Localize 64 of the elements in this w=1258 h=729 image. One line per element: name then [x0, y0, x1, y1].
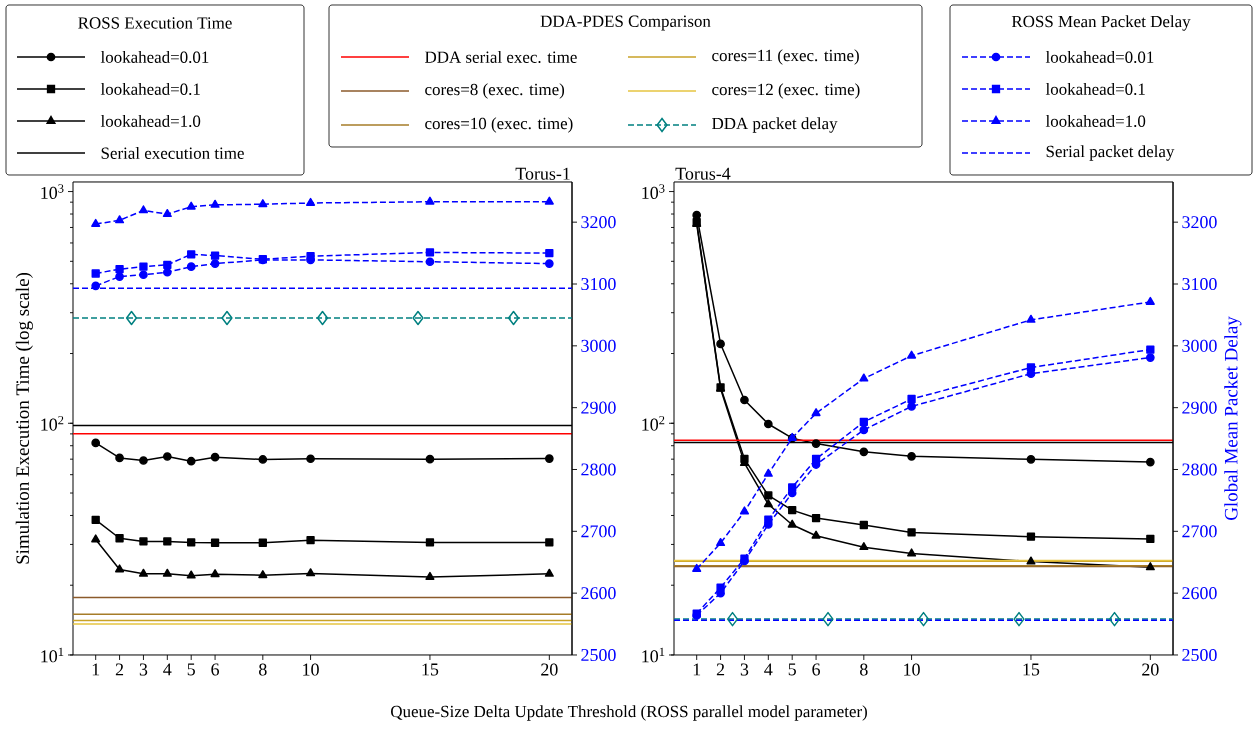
y2-tick-label: 3000: [1182, 339, 1217, 352]
x-tick-label: 20: [1142, 663, 1159, 676]
x-tick-label: 3: [139, 663, 148, 676]
text: ROSS Execution Time: [78, 17, 232, 29]
y2-tick-label: 3200: [581, 216, 616, 229]
legend-label: DDA serial exec. time: [425, 50, 577, 63]
x-tick-label: 8: [860, 663, 868, 676]
y2-tick-label: 2700: [1182, 525, 1217, 538]
legend-label: lookahead=1.0: [1045, 114, 1146, 127]
x-tick-label: 6: [812, 663, 821, 676]
x-tick-label: 1: [693, 663, 701, 676]
legend-label: cores=10 (exec. time): [425, 117, 573, 133]
x-tick-label: 5: [187, 663, 195, 676]
y2-tick-label: 2600: [581, 587, 616, 600]
y2-tick-label: 2900: [581, 401, 616, 414]
chart-title: Torus-1: [515, 167, 570, 180]
y-axis-title: Simulation Execution Time (log scale): [15, 272, 33, 564]
x-tick-label: 8: [259, 663, 267, 676]
x-tick-label: 10: [904, 663, 920, 676]
x-tick-label: 3: [740, 663, 749, 676]
legend-label: DDA packet delay: [712, 117, 838, 133]
y2-tick-label: 2800: [1182, 463, 1217, 476]
y-tick-label: 10$^{3}$: [642, 184, 665, 199]
x-tick-label: 20: [541, 663, 558, 676]
y-tick-label: 10$^{3}$: [41, 184, 64, 199]
chart-title: Torus-4: [675, 167, 731, 180]
legend-label: lookahead=0.01: [100, 50, 209, 63]
legend-label: lookahead=0.01: [1045, 50, 1154, 63]
x-tick-label: 10: [303, 663, 319, 676]
y2-tick-label: 2900: [1182, 401, 1217, 414]
y2-tick-label: 2800: [581, 463, 616, 476]
y-tick-label: 10$^{2}$: [642, 415, 665, 431]
y-tick-label: 10$^{2}$: [41, 415, 64, 431]
x-tick-label: 15: [422, 663, 439, 676]
y2-tick-label: 3100: [581, 277, 616, 291]
y-tick-label: 10$^{1}$: [41, 647, 64, 663]
x-tick-label: 5: [788, 663, 796, 676]
legend-label: lookahead=1.0: [100, 114, 201, 127]
y-tick-label: 10$^{1}$: [642, 647, 665, 663]
text: DDA-PDES Comparison: [540, 15, 711, 31]
y2-tick-label: 3200: [1182, 216, 1217, 229]
y2-tick-label: 3100: [1182, 277, 1217, 291]
y2-tick-label: 2600: [1182, 587, 1217, 600]
x-tick-label: 2: [716, 663, 725, 676]
legend-label: Serial packet delay: [1046, 145, 1175, 161]
y2-tick-label: 2700: [581, 525, 616, 538]
legend-label: cores=8 (exec. time): [425, 83, 565, 99]
x-tick-label: 1: [92, 663, 100, 676]
legend-label: cores=12 (exec. time): [712, 83, 860, 99]
x-tick-label: 15: [1023, 663, 1040, 676]
x-tick-label: 4: [163, 663, 172, 676]
x-tick-label: 6: [211, 663, 220, 676]
y2-tick-label: 2500: [1182, 648, 1217, 662]
y2-axis-title: Global Mean Packet Delay: [1224, 316, 1242, 520]
y2-tick-label: 3000: [581, 339, 616, 352]
legend-label: cores=11 (exec. time): [712, 49, 859, 65]
legend-label: lookahead=0.1: [1045, 82, 1145, 95]
text: ROSS Mean Packet Delay: [1011, 15, 1191, 31]
y2-tick-label: 2500: [581, 648, 616, 662]
x-axis-title: Queue-Size Delta Update Threshold (ROSS parallel model parameter): [391, 705, 867, 721]
x-tick-label: 4: [764, 663, 773, 676]
x-tick-label: 2: [115, 663, 124, 676]
legend-label: lookahead=0.1: [100, 82, 200, 95]
legend-label: Serial execution time: [101, 147, 244, 159]
